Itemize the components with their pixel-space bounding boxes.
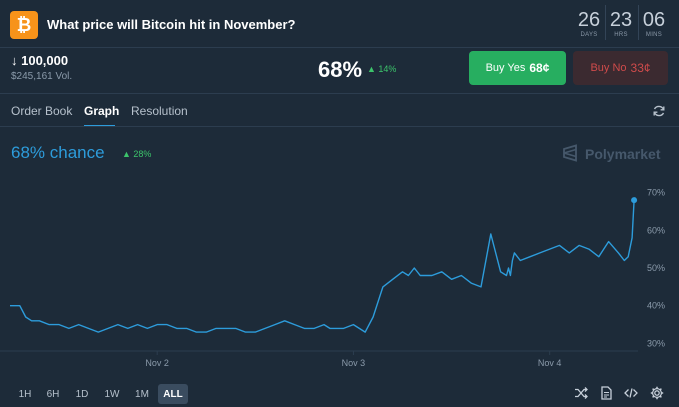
tabs-divider xyxy=(0,126,679,127)
shuffle-icon[interactable] xyxy=(574,386,588,400)
market-title: What price will Bitcoin hit in November? xyxy=(47,17,296,32)
chance-change: ▲ 28% xyxy=(122,149,152,159)
price-target: ↓ 100,000 xyxy=(11,53,69,68)
code-icon[interactable] xyxy=(624,386,638,400)
countdown-days-label: DAYS xyxy=(580,32,598,38)
refresh-icon[interactable] xyxy=(652,104,666,118)
range-1w-button[interactable]: 1W xyxy=(104,388,120,400)
countdown-minutes: 06 MINS xyxy=(634,9,674,38)
countdown-hours: 23 HRS xyxy=(601,9,641,38)
buy-no-button[interactable]: Buy No 33¢ xyxy=(573,51,668,85)
buy-no-price: 33¢ xyxy=(630,61,651,75)
buy-yes-price: 68¢ xyxy=(529,61,550,75)
countdown-days-value: 26 xyxy=(577,9,601,31)
y-tick-label: 70% xyxy=(647,188,665,198)
tab-graph[interactable]: Graph xyxy=(84,104,120,118)
probability-change: ▲ 14% xyxy=(367,64,397,74)
tab-order-book[interactable]: Order Book xyxy=(11,104,73,118)
y-tick-label: 40% xyxy=(647,301,665,311)
volume-text: $245,161 Vol. xyxy=(11,71,73,82)
range-1d-button[interactable]: 1D xyxy=(75,388,89,400)
countdown-minutes-label: MINS xyxy=(645,32,663,38)
probability-value: 68% xyxy=(318,57,363,82)
countdown-days: 26 DAYS xyxy=(569,9,609,38)
chance-value: 68% chance xyxy=(11,143,105,162)
x-tick-label: Nov 4 xyxy=(538,358,562,368)
range-1h-button[interactable]: 1H xyxy=(18,388,32,400)
countdown-divider xyxy=(605,5,606,40)
tab-resolution[interactable]: Resolution xyxy=(131,104,188,118)
bitcoin-icon: ₿ xyxy=(16,14,32,36)
polymarket-brand: Polymarket xyxy=(585,146,661,162)
range-6h-button[interactable]: 6H xyxy=(46,388,60,400)
document-icon[interactable] xyxy=(599,386,613,400)
market-divider xyxy=(0,93,679,94)
buy-yes-label: Buy Yes xyxy=(485,62,526,74)
probability-chart: 30% 40% 50% 60% 70% Nov 2 Nov 3 Nov 4 xyxy=(0,188,665,368)
buy-no-label: Buy No xyxy=(590,62,627,74)
countdown-hours-label: HRS xyxy=(614,32,628,38)
polymarket-logo-icon xyxy=(563,144,577,162)
series-end-point xyxy=(631,197,638,204)
countdown-divider xyxy=(638,5,639,40)
bitcoin-logo: ₿ xyxy=(10,11,38,39)
y-tick-label: 50% xyxy=(647,263,665,273)
x-tick-label: Nov 3 xyxy=(342,358,366,368)
buy-yes-button[interactable]: Buy Yes 68¢ xyxy=(469,51,566,85)
gear-icon[interactable] xyxy=(650,386,664,400)
countdown-minutes-value: 06 xyxy=(642,9,666,31)
series-line xyxy=(10,200,635,333)
y-tick-label: 60% xyxy=(647,225,665,235)
x-tick-label: Nov 2 xyxy=(145,358,169,368)
range-all-button[interactable]: ALL xyxy=(158,384,188,404)
header-divider xyxy=(0,47,679,48)
y-tick-label: 30% xyxy=(647,338,665,348)
range-1m-button[interactable]: 1M xyxy=(135,388,149,400)
countdown-hours-value: 23 xyxy=(609,9,633,31)
